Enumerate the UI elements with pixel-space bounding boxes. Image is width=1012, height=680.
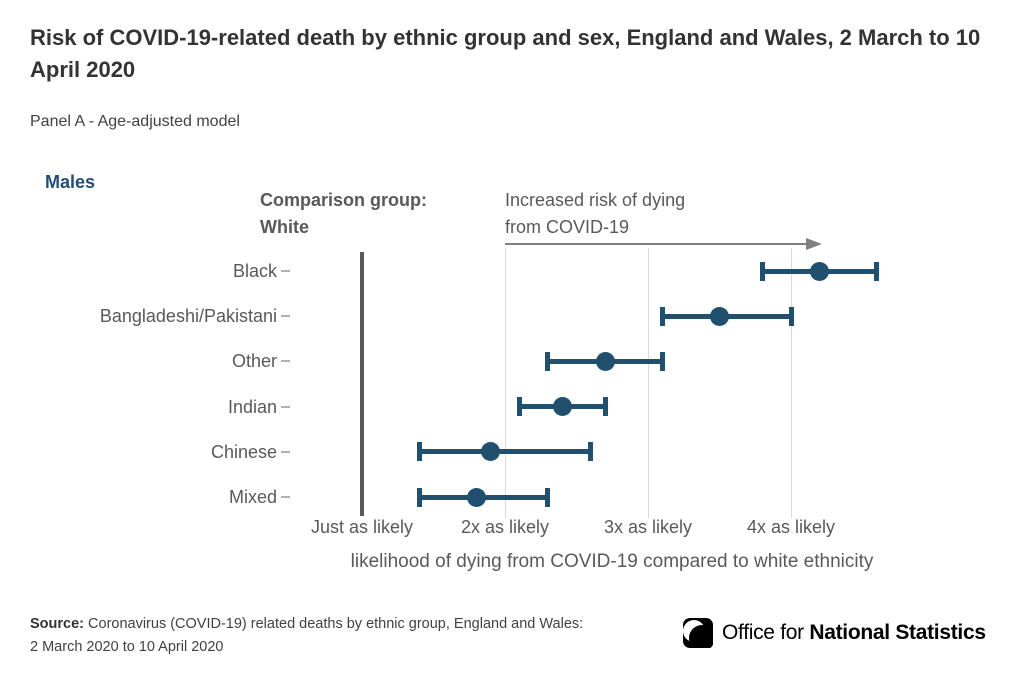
error-bar-cap <box>874 261 880 281</box>
comparison-group-line1: Comparison group: <box>260 190 427 210</box>
error-bar-cap <box>545 351 551 371</box>
category-tick <box>281 270 290 272</box>
error-bar-cap <box>416 442 422 462</box>
category-label: Indian <box>227 396 277 417</box>
ons-logo: Office for National Statistics <box>683 618 986 648</box>
right-arrow-icon <box>505 238 822 250</box>
gridline <box>647 248 649 518</box>
category-tick <box>281 405 290 408</box>
source-label: Source: <box>30 616 84 632</box>
category-label: Other <box>231 351 277 372</box>
data-point <box>710 306 729 326</box>
error-bar-cap <box>588 442 594 462</box>
gridline <box>504 248 506 518</box>
category-tick <box>281 450 290 453</box>
category-tick <box>281 360 290 363</box>
panel-subtitle: Panel A - Age-adjusted model <box>30 113 240 130</box>
category-label: Bangladeshi/Pakistani <box>99 306 277 327</box>
x-axis-title: likelihood of dying from COVID-19 compar… <box>350 551 874 572</box>
category-label: Chinese <box>210 441 277 462</box>
category-label: Black <box>232 261 277 281</box>
ons-logo-office-for: Office for <box>722 621 810 644</box>
increased-risk-annotation: Increased risk of dying from COVID-19 <box>505 187 685 241</box>
group-label-males: Males <box>45 172 96 192</box>
source-line2: 2 March 2020 to 10 April 2020 <box>30 639 224 655</box>
error-bar-cap <box>659 306 665 326</box>
data-point <box>810 261 830 281</box>
error-bar <box>419 449 591 455</box>
error-bar-cap <box>788 306 794 326</box>
error-bar-cap <box>659 351 665 371</box>
ons-logo-icon <box>683 618 713 648</box>
error-bar-cap <box>759 261 765 281</box>
reference-line <box>360 252 364 516</box>
x-tick-label: 2x as likely <box>460 517 550 537</box>
ons-logo-text: Office for National Statistics <box>722 621 986 645</box>
error-bar-cap <box>516 397 522 417</box>
increased-risk-line1: Increased risk of dying <box>505 190 686 210</box>
data-point <box>466 487 486 507</box>
data-point <box>595 351 615 371</box>
data-point <box>481 442 501 462</box>
error-bar-cap <box>416 487 422 507</box>
error-bar-cap <box>602 397 608 417</box>
chart-title: Risk of COVID-19-related death by ethnic… <box>30 25 981 82</box>
increased-risk-line2: from COVID-19 <box>505 217 630 237</box>
source-line1: Source: Coronavirus (COVID-19) related d… <box>30 616 584 632</box>
x-tick-label: 4x as likely <box>746 517 836 537</box>
category-label: Mixed <box>228 487 277 507</box>
data-point <box>552 397 572 417</box>
source-note: Source: Coronavirus (COVID-19) related d… <box>30 613 583 659</box>
gridline <box>790 248 792 518</box>
comparison-group-label: Comparison group: White <box>260 187 427 241</box>
x-tick-label: Just as likely <box>310 517 414 537</box>
comparison-group-line2: White <box>260 217 309 237</box>
category-tick <box>281 496 290 498</box>
error-bar-cap <box>545 487 551 507</box>
category-tick <box>281 315 290 318</box>
x-tick-label: 3x as likely <box>603 517 693 537</box>
ons-logo-national-statistics: National Statistics <box>809 621 986 644</box>
